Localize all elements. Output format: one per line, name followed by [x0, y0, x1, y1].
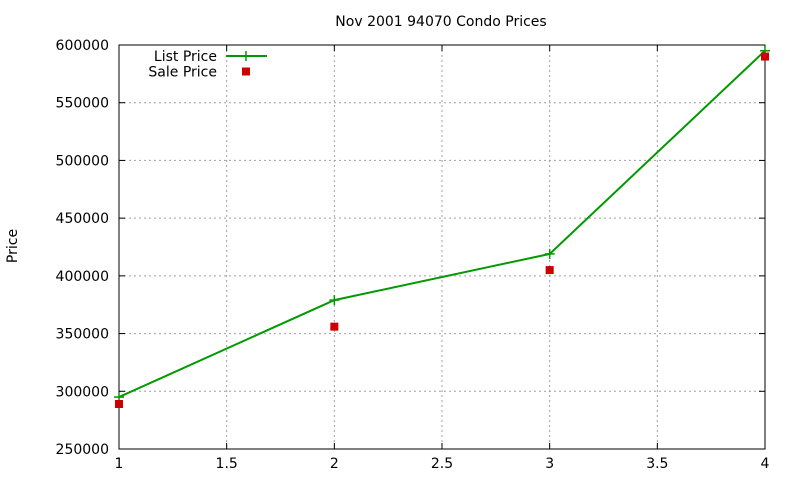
grid	[119, 45, 765, 449]
y-tick-label: 350000	[56, 327, 109, 343]
legend-label: List Price	[154, 49, 217, 65]
y-axis-label: Price	[5, 229, 21, 263]
axes: 250000 300000 350000 400000 450000 500000 5500…	[56, 38, 770, 472]
series-line-list-price	[118, 50, 766, 398]
chart-title: Nov 2001 94070 Condo Prices	[335, 14, 546, 30]
plot-frame	[118, 44, 766, 450]
legend-marker-plus	[241, 51, 251, 61]
data-point-list-price	[329, 295, 340, 306]
y-tick-label: 500000	[56, 153, 109, 169]
y-tick-label: 400000	[56, 269, 109, 285]
data-point-sale-price	[761, 52, 769, 61]
x-tick-label: 4	[761, 456, 770, 472]
x-tick-label: 1	[115, 456, 124, 472]
x-tick-label: 1.5	[216, 456, 238, 472]
data-point-sale-price	[330, 322, 339, 331]
x-tick-label: 2.5	[431, 456, 453, 472]
y-tick-label: 250000	[56, 442, 109, 458]
y-tick-label: 300000	[56, 384, 109, 400]
y-tick-label: 550000	[56, 96, 109, 112]
x-tick-label: 3.5	[646, 456, 668, 472]
y-tick-label: 600000	[56, 38, 109, 54]
x-tick-label: 3	[545, 456, 554, 472]
plot-series	[114, 45, 770, 408]
legend-marker-square	[242, 67, 250, 76]
x-tick-label: 2	[330, 456, 339, 472]
data-point-list-price	[544, 248, 555, 259]
legend-label: Sale Price	[148, 65, 217, 81]
data-point-sale-price	[115, 399, 123, 408]
y-tick-label: 450000	[56, 211, 109, 227]
data-point-sale-price	[545, 266, 554, 275]
